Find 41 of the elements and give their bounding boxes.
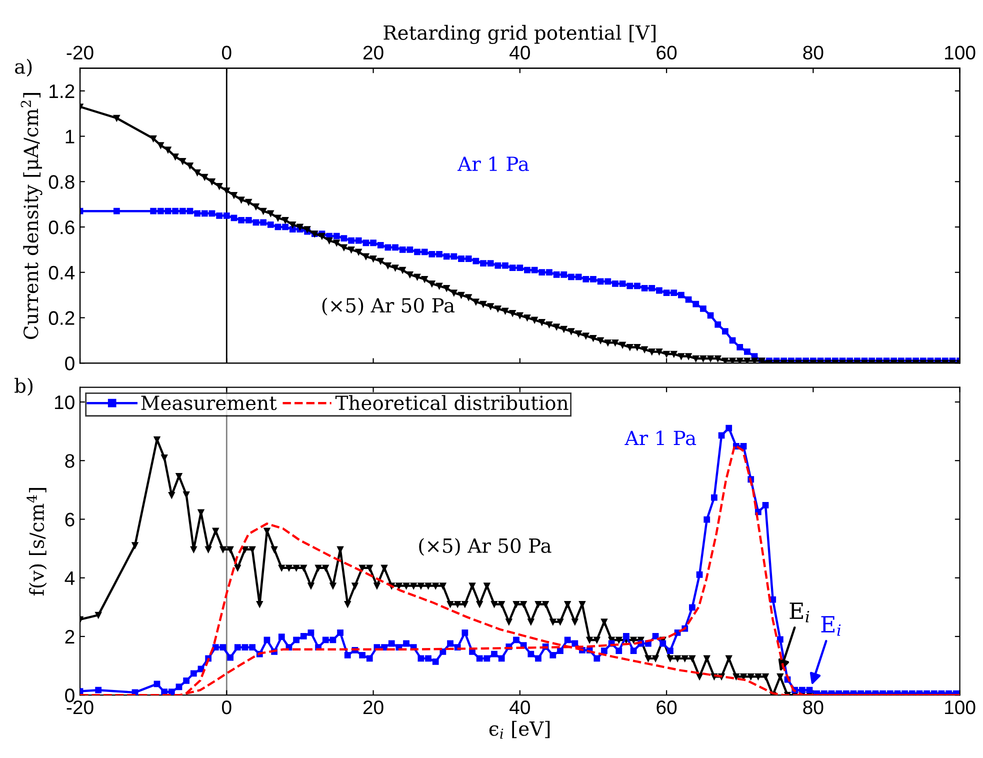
- y-axis-title: Current density [μA/cm$^{2}$]: [20, 93, 42, 340]
- x-tick-label: 100: [945, 700, 976, 714]
- y-tick-label: 0.4: [48, 266, 75, 280]
- x2-axis-title: Retarding grid potential [V]: [384, 24, 656, 44]
- y-tick-label: 4: [64, 572, 75, 585]
- x-tick-label: -20: [66, 700, 94, 714]
- y-axis-title: f(v) [s/cm$^{4}$]: [26, 488, 47, 596]
- x2-tick-label: -20: [66, 46, 94, 60]
- series-label: (×5) Ar 50 Pa: [322, 298, 455, 316]
- x-tick-label: 80: [803, 700, 824, 714]
- y-tick-label: 2: [65, 630, 74, 644]
- y-tick-label: 1: [66, 130, 74, 144]
- y-tick-label: 0: [65, 356, 74, 370]
- x-tick-label: 0: [222, 700, 232, 714]
- annotation: (×5) Ar 50 Pa: [419, 538, 552, 556]
- y-tick-label: 8: [65, 454, 74, 468]
- legend-label: Measurement: [141, 396, 277, 410]
- x-tick-label: 60: [656, 700, 677, 714]
- text: a): [15, 58, 32, 77]
- text: b): [14, 378, 33, 396]
- y-tick-label: 0.8: [48, 175, 74, 189]
- x2-tick-label: 80: [803, 46, 824, 60]
- x-tick-label: 20: [363, 700, 384, 714]
- x2-tick-label: 100: [945, 46, 976, 60]
- y-tick-label: 10: [55, 395, 74, 410]
- text: Ar 1 Pa: [457, 156, 529, 172]
- x2-tick-label: 60: [656, 46, 677, 60]
- x-tick-label: 40: [510, 700, 530, 714]
- x2-tick-label: 20: [363, 46, 384, 60]
- y-tick-label: 6: [65, 512, 74, 526]
- y-tick-label: 0.2: [48, 311, 74, 325]
- legend-label: Theoretical distribution: [335, 395, 568, 410]
- x2-tick-label: 40: [510, 46, 530, 60]
- y-tick-label: 0.6: [48, 220, 74, 234]
- y-tick-label: 1.2: [50, 84, 74, 98]
- y-tick-label: 0: [65, 688, 74, 702]
- x-axis-title: ϵ$_{i}$ [eV]: [489, 720, 550, 739]
- annotation: Ar 1 Pa: [624, 430, 696, 446]
- annotation: E$_{i}$: [790, 602, 810, 622]
- annotation: E$_{i}$: [821, 616, 841, 636]
- x2-tick-label: 0: [222, 46, 232, 60]
